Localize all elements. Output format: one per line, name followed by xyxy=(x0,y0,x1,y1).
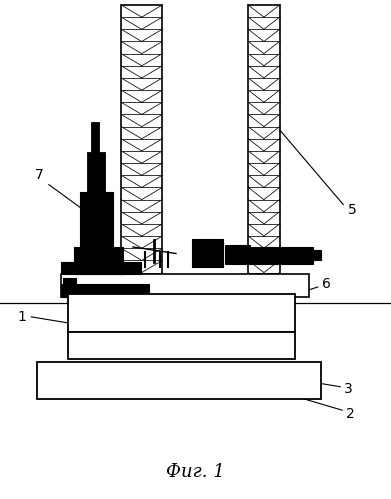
Bar xyxy=(91,122,99,152)
Bar xyxy=(74,247,123,274)
Bar xyxy=(61,262,141,274)
Bar xyxy=(80,192,113,247)
Text: 3: 3 xyxy=(344,382,352,396)
Text: 6: 6 xyxy=(322,277,331,291)
Text: Фиг. 1: Фиг. 1 xyxy=(166,463,225,481)
Bar xyxy=(68,294,295,332)
Bar xyxy=(87,152,105,192)
Bar xyxy=(61,284,149,297)
Text: 1: 1 xyxy=(17,310,26,324)
Text: 5: 5 xyxy=(348,203,356,217)
Text: 7: 7 xyxy=(35,168,43,182)
Bar xyxy=(225,245,250,264)
Bar xyxy=(37,362,321,399)
Bar xyxy=(63,278,76,297)
Bar xyxy=(250,247,313,264)
Bar xyxy=(192,239,223,267)
Bar xyxy=(61,274,309,297)
Bar xyxy=(278,250,321,260)
Bar xyxy=(68,332,295,359)
Text: 2: 2 xyxy=(346,407,354,421)
